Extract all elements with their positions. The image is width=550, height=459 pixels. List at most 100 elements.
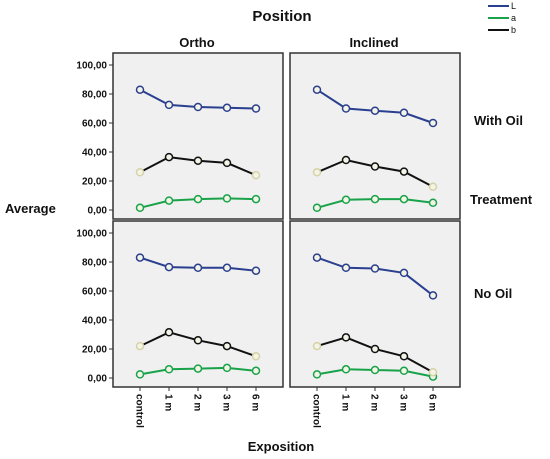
x-tick-label: 6 m: [427, 394, 438, 411]
point-b: [251, 352, 261, 361]
x-axis-label: Exposition: [248, 439, 315, 454]
point-b: [222, 158, 232, 168]
row-axis-label: Treatment: [470, 192, 533, 207]
point-l: [428, 291, 438, 300]
point-a: [370, 194, 380, 204]
point-a: [222, 194, 232, 203]
point-b: [193, 336, 203, 345]
point-a: [428, 198, 438, 208]
y-tick-label: 0,00: [88, 206, 108, 217]
x-tick-label: 3 m: [398, 394, 409, 411]
point-a: [164, 196, 174, 205]
panel-frame: [289, 52, 461, 220]
y-tick-label: 80,00: [82, 90, 107, 101]
y-tick-label: 60,00: [82, 287, 107, 298]
point-b: [164, 328, 174, 337]
point-b: [370, 344, 380, 354]
point-l: [428, 118, 438, 128]
x-tick-label: 2 m: [192, 394, 203, 411]
x-tick-label: control: [134, 394, 145, 428]
point-a: [312, 370, 322, 379]
point-b: [164, 152, 174, 162]
column-label-ortho: Ortho: [179, 35, 214, 50]
point-a: [341, 195, 351, 205]
point-a: [135, 203, 145, 213]
y-tick-label: 0,00: [88, 374, 108, 385]
point-a: [251, 366, 261, 376]
panel-2: [112, 220, 284, 388]
y-tick-label: 40,00: [82, 148, 107, 159]
point-b: [428, 367, 438, 377]
point-l: [193, 102, 203, 112]
point-l: [164, 262, 174, 272]
y-tick-label: 80,00: [82, 258, 107, 269]
point-l: [399, 268, 409, 278]
point-l: [222, 263, 232, 273]
panel-frame: [112, 220, 284, 388]
y-tick-label: 100,00: [76, 61, 107, 72]
point-l: [370, 264, 380, 273]
point-b: [428, 182, 438, 192]
y-tick-label: 20,00: [82, 177, 107, 188]
point-b: [399, 352, 409, 361]
point-a: [193, 194, 203, 204]
point-l: [312, 85, 322, 94]
y-tick-label: 40,00: [82, 316, 107, 327]
point-l: [251, 104, 261, 113]
point-b: [135, 341, 145, 351]
point-a: [399, 366, 409, 376]
point-l: [370, 106, 380, 115]
chart-panels: [112, 52, 461, 388]
point-a: [370, 365, 380, 375]
x-tick-label: control: [311, 394, 322, 428]
point-a: [222, 363, 232, 373]
point-l: [135, 253, 145, 262]
y-tick-label: 100,00: [76, 229, 107, 240]
panel-frame: [112, 52, 284, 220]
point-a: [341, 365, 351, 374]
point-b: [312, 168, 322, 177]
point-a: [193, 364, 203, 373]
point-b: [312, 341, 322, 351]
point-l: [251, 266, 261, 275]
point-l: [341, 263, 351, 273]
x-tick-label: 1 m: [340, 394, 351, 411]
panel-1: [289, 52, 461, 220]
row-label-no-oil: No Oil: [474, 286, 512, 301]
point-b: [341, 333, 351, 342]
point-b: [341, 155, 351, 165]
y-axis-ticks-bottom: 100,00 80,00 60,00 40,00 20,00 0,00: [76, 229, 113, 385]
chart-title: Position: [252, 8, 311, 25]
point-b: [251, 170, 261, 180]
legend-label-l: L: [511, 1, 516, 11]
point-a: [135, 370, 145, 379]
point-b: [399, 167, 409, 176]
x-tick-label: 3 m: [221, 394, 232, 411]
point-a: [399, 194, 409, 204]
x-tick-label: 2 m: [369, 394, 380, 411]
y-tick-label: 20,00: [82, 345, 107, 356]
point-b: [135, 168, 145, 177]
point-a: [164, 365, 174, 374]
y-axis-ticks-top: 100,00 80,00 60,00 40,00 20,00 0,00: [76, 61, 113, 217]
y-axis-label: Average: [5, 201, 56, 216]
point-l: [341, 104, 351, 113]
point-b: [370, 162, 380, 171]
point-b: [222, 341, 232, 351]
legend: L a b: [488, 1, 516, 35]
panel-0: [112, 52, 284, 220]
legend-label-a: a: [511, 13, 516, 23]
point-l: [135, 85, 145, 94]
panel-3: [289, 220, 461, 388]
point-l: [164, 100, 174, 110]
panel-frame: [289, 220, 461, 388]
point-l: [312, 253, 322, 262]
point-a: [312, 203, 322, 213]
x-axis-ticks: control 1 m 2 m 3 m 6 m control 1 m 2 m 3 m 6 m: [134, 387, 438, 428]
x-tick-label: 6 m: [250, 394, 261, 411]
point-l: [222, 103, 232, 113]
legend-label-b: b: [511, 25, 516, 35]
column-label-inclined: Inclined: [349, 35, 398, 50]
row-label-with-oil: With Oil: [474, 113, 523, 128]
